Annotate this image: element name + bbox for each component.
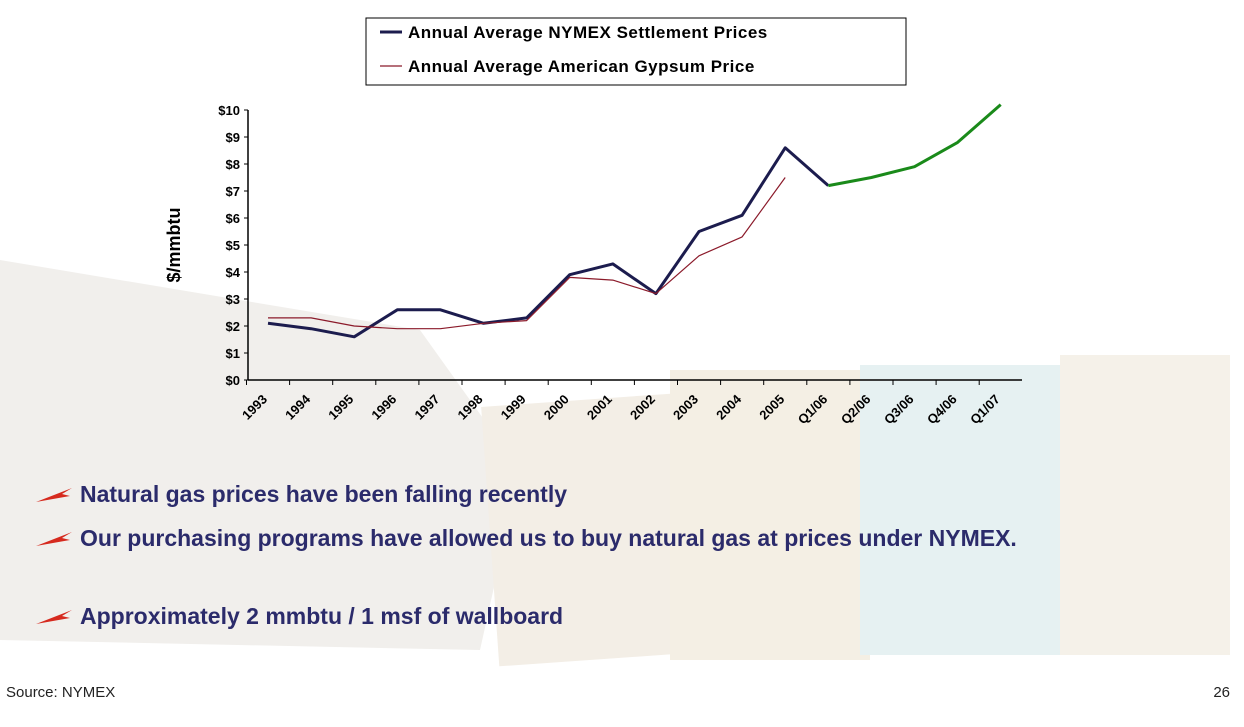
bullet-arrow bbox=[36, 608, 72, 624]
y-tick-label: $9 bbox=[226, 130, 240, 145]
chart: $/mmbtu $0 $1 $2 $3 $4 $5 $6 $7 $8 $9 $10 1993 1994 1… bbox=[0, 0, 1244, 470]
y-tick-label: $7 bbox=[226, 184, 240, 199]
x-tick-label: 2003 bbox=[670, 392, 701, 423]
x-tick-label: 1993 bbox=[239, 392, 270, 423]
series-line bbox=[268, 178, 785, 329]
y-tick-label: $0 bbox=[226, 373, 240, 388]
legend-label: Annual Average NYMEX Settlement Prices bbox=[408, 23, 768, 42]
x-tick-label: 2001 bbox=[584, 392, 615, 423]
x-tick-label: 1995 bbox=[325, 392, 356, 423]
x-tick-label: 2002 bbox=[627, 392, 658, 423]
y-tick-label: $4 bbox=[226, 265, 241, 280]
bullet-arrow bbox=[36, 530, 72, 546]
x-tick-label: Q1/06 bbox=[795, 392, 831, 428]
y-tick-label: $2 bbox=[226, 319, 240, 334]
page-number: 26 bbox=[1213, 684, 1230, 701]
x-tick-label: 2005 bbox=[756, 392, 787, 423]
y-tick-label: $10 bbox=[218, 103, 240, 118]
slide: $/mmbtu $0 $1 $2 $3 $4 $5 $6 $7 $8 $9 $10 1993 1994 1… bbox=[0, 0, 1244, 727]
series-line bbox=[268, 148, 828, 337]
y-tick-label: $6 bbox=[226, 211, 240, 226]
bullet-arrow bbox=[36, 486, 72, 502]
x-tick-label: 1998 bbox=[455, 392, 486, 423]
source-note: Source: NYMEX bbox=[6, 684, 115, 701]
bullet-text: Approximately 2 mmbtu / 1 msf of wallboa… bbox=[80, 602, 1160, 630]
y-tick-label: $8 bbox=[226, 157, 240, 172]
y-tick-label: $1 bbox=[226, 346, 240, 361]
y-axis-label: $/mmbtu bbox=[164, 207, 184, 282]
y-tick-label: $3 bbox=[226, 292, 240, 307]
x-tick-label: Q3/06 bbox=[881, 392, 917, 428]
bullet-text: Natural gas prices have been falling rec… bbox=[80, 480, 1160, 508]
x-tick-label: 1999 bbox=[498, 392, 529, 423]
x-tick-label: 1996 bbox=[368, 392, 399, 423]
x-tick-label: 1997 bbox=[411, 392, 442, 423]
bullet-text: Our purchasing programs have allowed us … bbox=[80, 524, 1160, 552]
x-tick-label: 2004 bbox=[713, 391, 745, 423]
y-tick-label: $5 bbox=[226, 238, 240, 253]
series-line bbox=[828, 105, 1000, 186]
x-tick-label: Q1/07 bbox=[967, 392, 1003, 428]
x-tick-label: Q2/06 bbox=[838, 392, 874, 428]
x-tick-label: Q4/06 bbox=[924, 392, 960, 428]
x-tick-label: 1994 bbox=[282, 391, 314, 423]
legend-label: Annual Average American Gypsum Price bbox=[408, 57, 755, 76]
x-tick-label: 2000 bbox=[541, 392, 572, 423]
